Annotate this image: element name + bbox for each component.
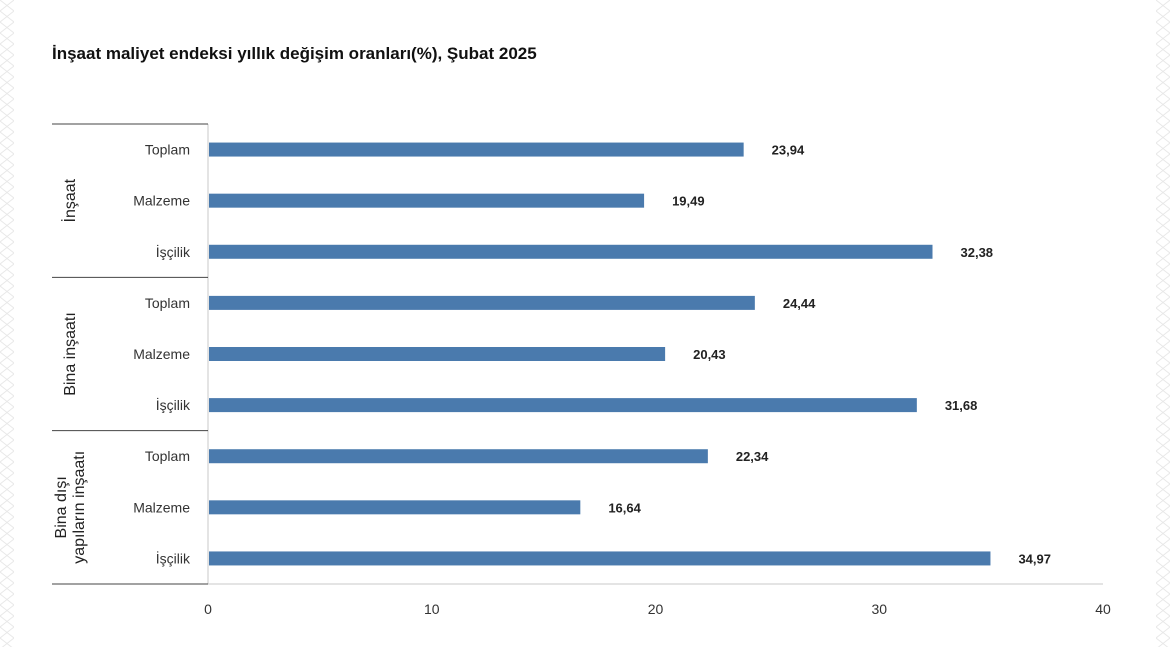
data-label: 32,38	[961, 245, 994, 260]
category-label: Malzeme	[133, 499, 190, 515]
data-label: 34,97	[1018, 551, 1051, 566]
group-label-line: yapıların inşaatı	[71, 451, 88, 564]
data-label: 24,44	[783, 296, 816, 311]
data-label: 22,34	[736, 449, 769, 464]
bar	[209, 295, 755, 310]
x-tick-label: 0	[204, 601, 212, 617]
right-edge-pattern	[1156, 0, 1170, 647]
data-label: 16,64	[608, 500, 641, 515]
bar	[209, 347, 666, 361]
group-label: İnşaat	[60, 178, 79, 222]
category-label: İşçilik	[156, 396, 191, 413]
group-label-line: Bina inşaatı	[62, 312, 79, 396]
category-label: Toplam	[145, 448, 190, 464]
bar	[209, 398, 917, 413]
bar	[209, 142, 744, 157]
data-label: 23,94	[772, 143, 805, 158]
bar	[209, 500, 581, 515]
bar	[209, 551, 991, 566]
left-edge-pattern	[0, 0, 14, 647]
category-label: İşçilik	[156, 243, 191, 260]
x-tick-label: 40	[1095, 601, 1111, 617]
x-tick-label: 30	[871, 601, 887, 617]
category-label: Malzeme	[133, 346, 190, 362]
x-tick-label: 20	[648, 601, 664, 617]
bar	[209, 449, 708, 464]
category-label: İşçilik	[156, 549, 191, 566]
group-label-line: Bina dışı	[53, 476, 70, 538]
group-label-line: İnşaat	[60, 178, 79, 222]
data-label: 19,49	[672, 194, 705, 209]
x-tick-label: 10	[424, 601, 440, 617]
bar	[209, 244, 933, 259]
data-label: 31,68	[945, 398, 978, 413]
chart-title: İnşaat maliyet endeksi yıllık değişim or…	[52, 44, 537, 63]
group-label: Bina inşaatı	[62, 312, 79, 396]
category-label: Toplam	[145, 295, 190, 311]
data-label: 20,43	[693, 347, 726, 362]
group-label: Bina dışıyapıların inşaatı	[53, 451, 88, 564]
category-label: Malzeme	[133, 193, 190, 209]
bar	[209, 193, 645, 208]
category-label: Toplam	[145, 142, 190, 158]
